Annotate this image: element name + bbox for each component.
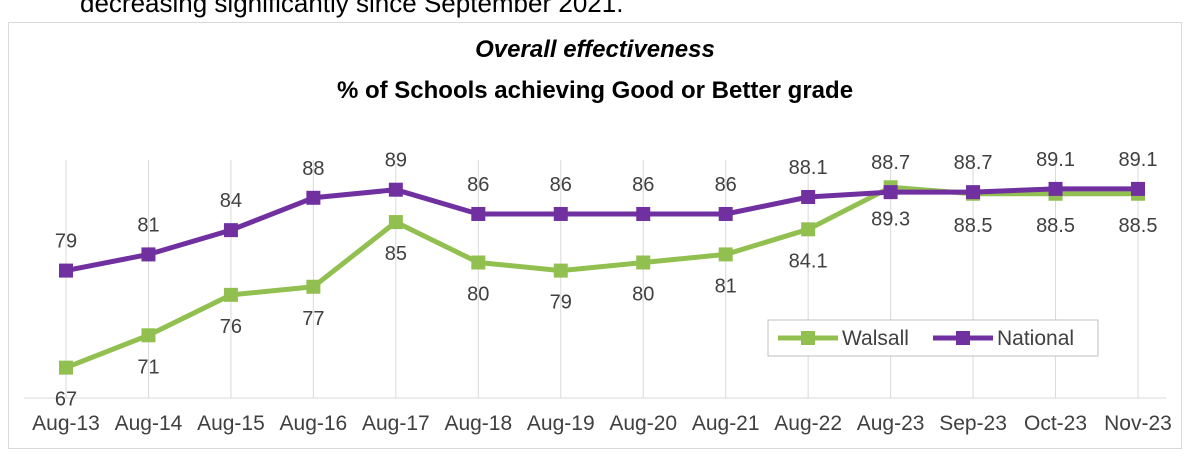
x-tick-label: Aug-15 — [197, 412, 265, 435]
data-point — [1131, 181, 1145, 196]
data-label: 81 — [137, 214, 159, 236]
chart-subtitle: % of Schools achieving Good or Better gr… — [337, 77, 853, 104]
legend-marker-national — [956, 331, 970, 345]
data-point — [59, 263, 73, 278]
data-point — [801, 189, 816, 204]
x-tick-label: Sep-23 — [939, 412, 1007, 435]
data-label: 86 — [550, 174, 572, 196]
data-label: 84.1 — [789, 250, 828, 272]
x-tick-label: Oct-23 — [1024, 412, 1087, 435]
legend: Walsall National — [767, 319, 1099, 357]
data-label: 86 — [467, 174, 489, 196]
x-tick-label: Aug-23 — [857, 412, 925, 435]
data-point — [141, 328, 156, 343]
data-label: 89.3 — [871, 208, 910, 230]
data-point — [636, 255, 651, 270]
data-label: 89.1 — [1036, 149, 1075, 171]
data-label: 88.5 — [1036, 215, 1075, 237]
data-label: 77 — [302, 308, 324, 330]
preceding-text-fragment: decreasing significantly since September… — [80, 0, 624, 18]
x-tick-label: Aug-21 — [692, 412, 760, 435]
data-label: 88 — [302, 158, 324, 180]
data-label: 88.7 — [954, 152, 993, 174]
data-label: 79 — [550, 292, 572, 314]
data-labels: 67 71 76 77 85 80 79 80 81 84.1 89.3 88.5 88.5 88.5 79… — [55, 149, 1158, 411]
gridlines — [24, 160, 1166, 399]
data-label: 88.1 — [789, 157, 828, 179]
chart-container — [8, 22, 1182, 449]
data-label: 88.5 — [954, 215, 993, 237]
data-label: 88.5 — [1119, 215, 1158, 237]
data-point — [388, 215, 403, 230]
legend-marker-walsall — [801, 331, 815, 345]
data-label: 67 — [55, 389, 77, 411]
data-point — [553, 206, 568, 221]
x-tick-label: Aug-20 — [609, 412, 677, 435]
data-point — [883, 185, 898, 200]
data-point — [718, 206, 733, 221]
chart-title: Overall effectiveness — [475, 36, 715, 63]
series-line-national — [65, 186, 1138, 274]
data-label: 89 — [385, 150, 407, 172]
data-point — [59, 360, 73, 375]
data-point — [388, 182, 403, 197]
data-point — [223, 287, 238, 302]
x-tick-label: Aug-18 — [444, 412, 512, 435]
data-label: 85 — [385, 243, 407, 265]
x-tick-label: Aug-19 — [527, 412, 595, 435]
x-axis: Aug-13 Aug-14 Aug-15 Aug-16 Aug-17 Aug-18 Aug-… — [32, 412, 1172, 435]
x-tick-label: Nov-23 — [1104, 412, 1172, 435]
legend-label-walsall: Walsall — [842, 327, 909, 350]
data-point — [553, 263, 568, 278]
data-point — [471, 255, 486, 270]
x-tick-label: Aug-22 — [774, 412, 842, 435]
data-label: 86 — [715, 174, 737, 196]
data-point — [471, 206, 486, 221]
data-point — [801, 222, 816, 237]
data-label: 76 — [220, 316, 242, 338]
data-label: 80 — [632, 284, 654, 306]
x-tick-label: Aug-16 — [280, 412, 348, 435]
data-label: 79 — [55, 231, 77, 253]
data-point — [636, 206, 651, 221]
series-layer — [59, 180, 1145, 375]
data-label: 86 — [632, 174, 654, 196]
data-point — [718, 247, 733, 262]
data-label: 88.7 — [871, 152, 910, 174]
x-tick-label: Aug-14 — [115, 412, 183, 435]
data-point — [966, 185, 981, 200]
data-point — [306, 279, 321, 294]
data-point — [306, 190, 321, 205]
data-point — [141, 247, 156, 262]
data-label: 89.1 — [1119, 149, 1158, 171]
x-tick-label: Aug-17 — [362, 412, 430, 435]
data-point — [1048, 181, 1063, 196]
legend-label-national: National — [997, 327, 1074, 350]
data-point — [223, 223, 238, 238]
x-tick-label: Aug-13 — [32, 412, 100, 435]
data-label: 80 — [467, 284, 489, 306]
data-label: 84 — [220, 190, 242, 212]
data-label: 71 — [137, 356, 159, 378]
data-label: 81 — [715, 275, 737, 297]
